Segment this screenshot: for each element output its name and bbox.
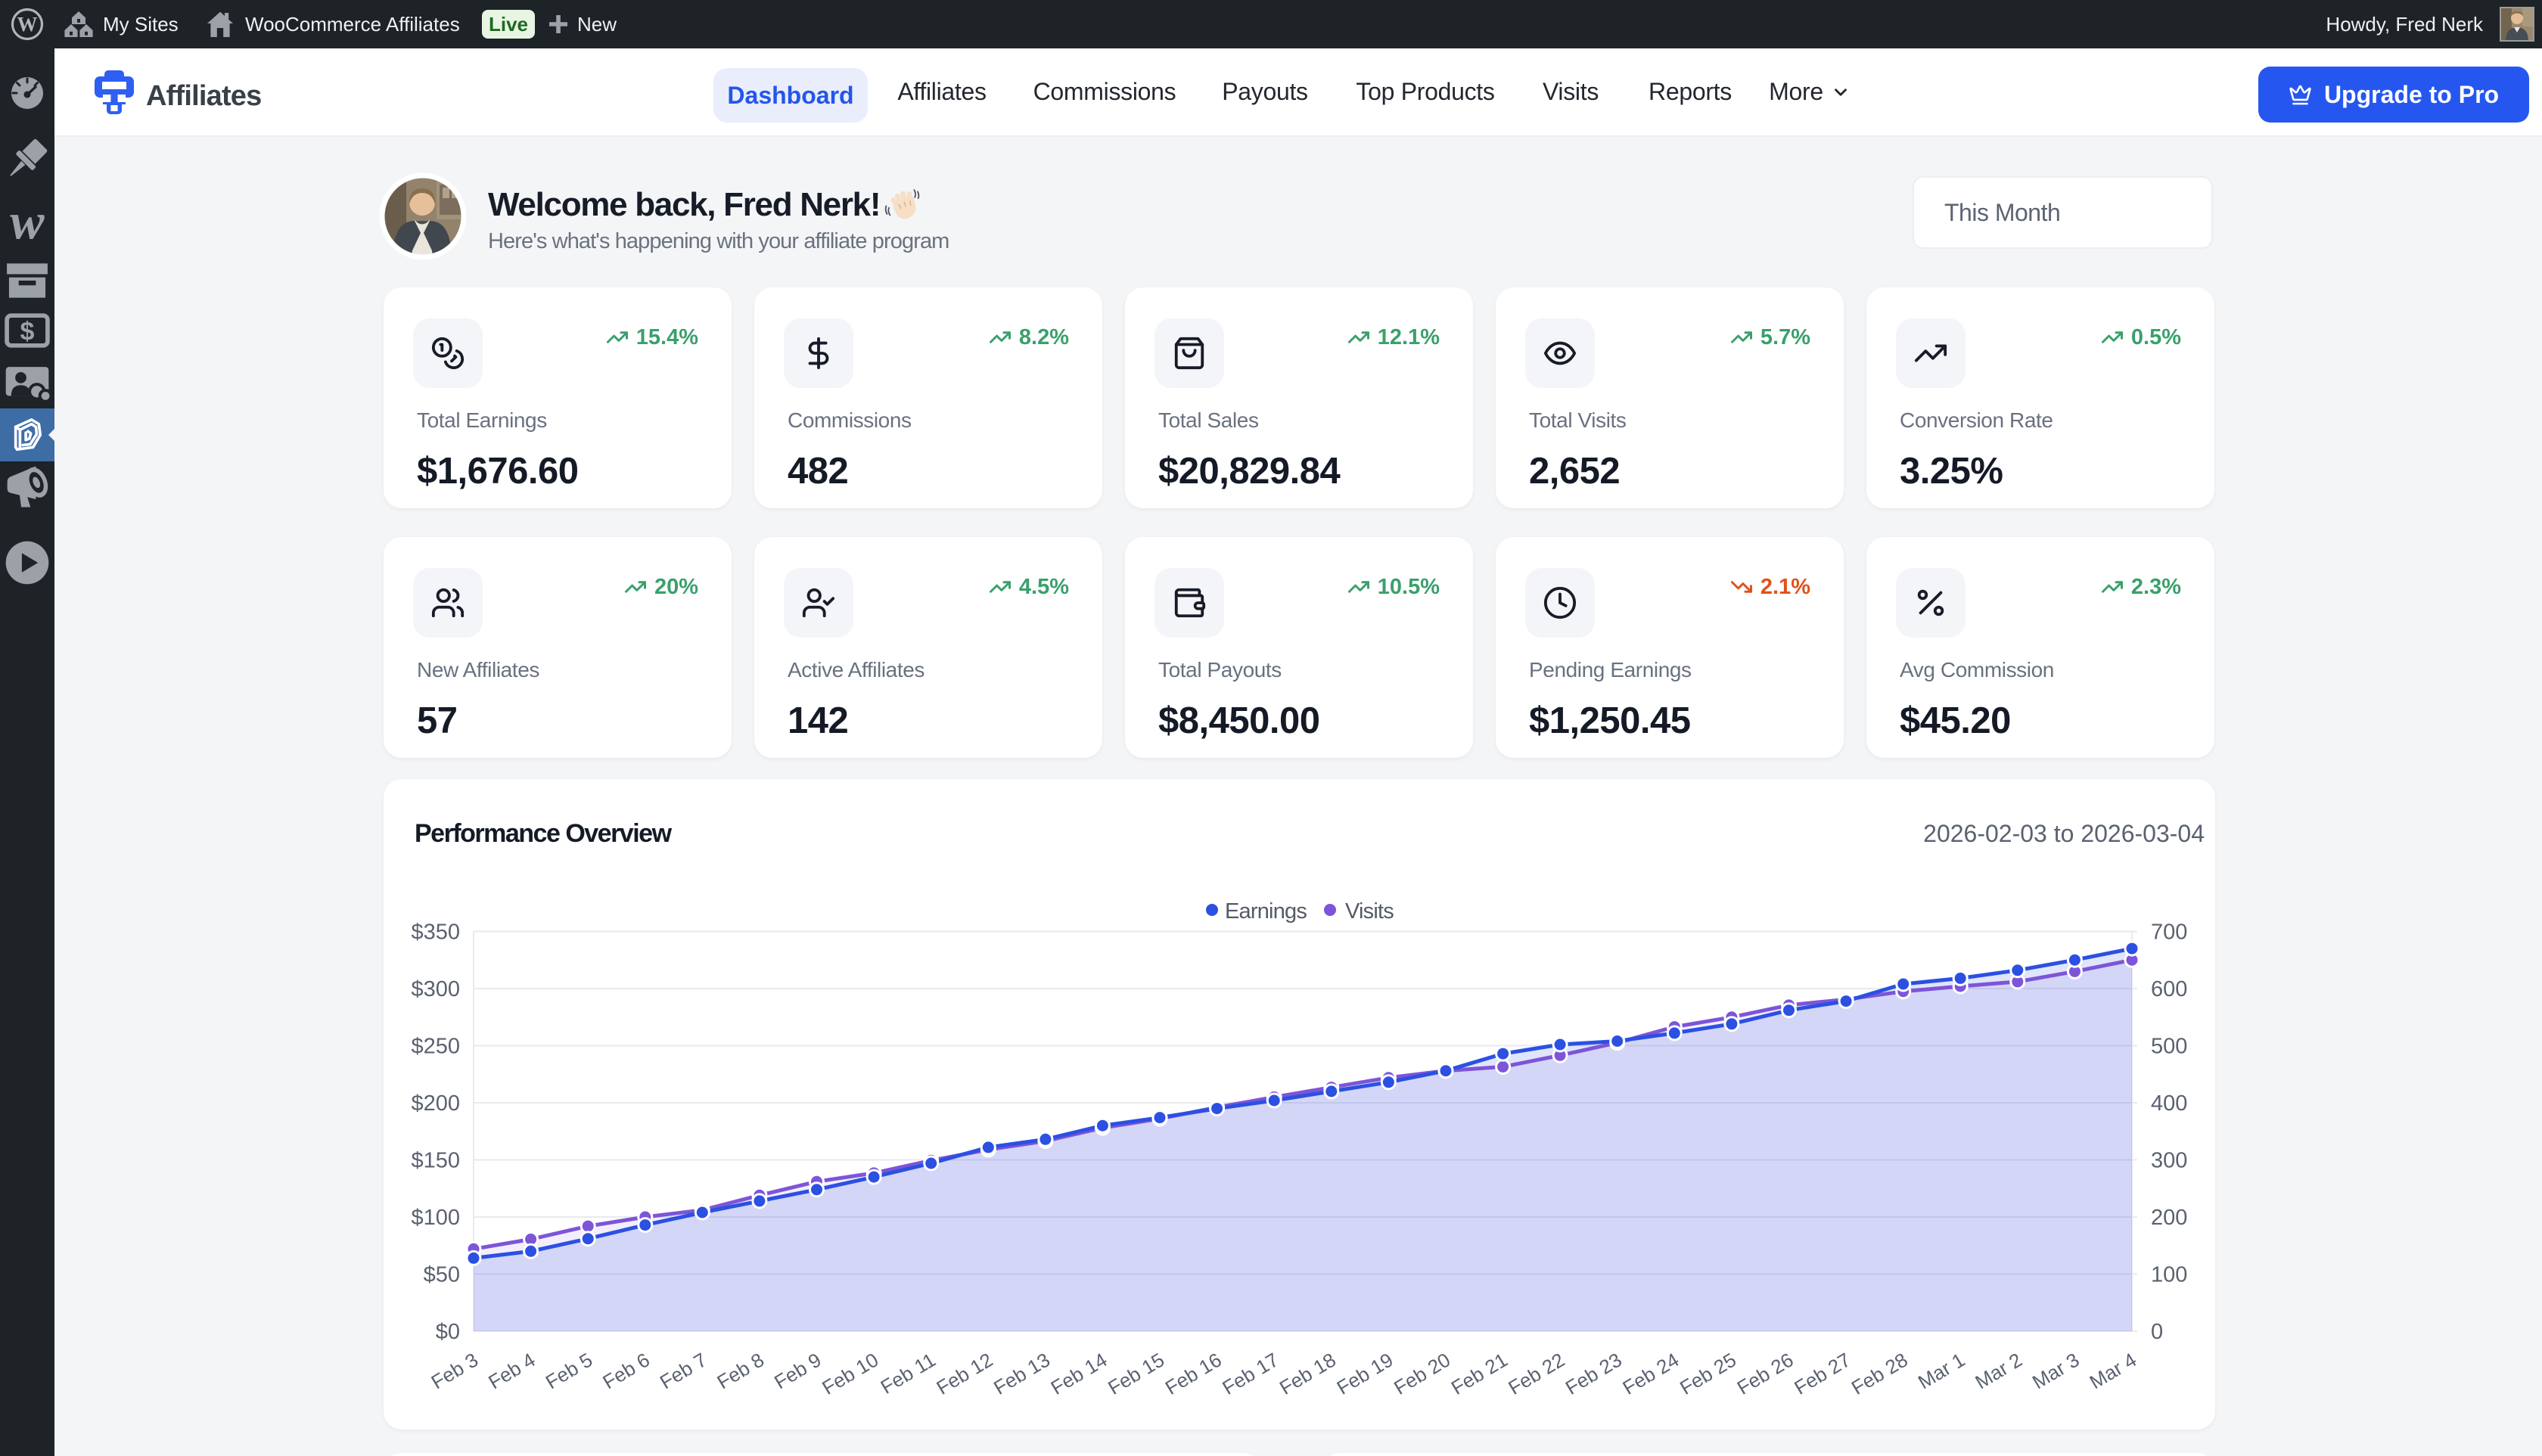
svg-text:Visits: Visits bbox=[1345, 899, 1394, 924]
svg-text:100: 100 bbox=[2151, 1263, 2187, 1287]
svg-text:Feb 24: Feb 24 bbox=[1619, 1348, 1683, 1399]
svg-text:$300: $300 bbox=[411, 977, 460, 1001]
svg-text:Feb 17: Feb 17 bbox=[1218, 1348, 1282, 1399]
svg-text:Feb 6: Feb 6 bbox=[598, 1348, 653, 1393]
svg-text:Feb 4: Feb 4 bbox=[484, 1348, 539, 1393]
svg-text:400: 400 bbox=[2151, 1091, 2187, 1116]
svg-text:Feb 12: Feb 12 bbox=[933, 1348, 997, 1399]
svg-text:$350: $350 bbox=[411, 920, 460, 945]
svg-text:Feb 25: Feb 25 bbox=[1676, 1348, 1740, 1399]
svg-text:Mar 1: Mar 1 bbox=[1914, 1348, 1969, 1393]
svg-text:W: W bbox=[17, 13, 38, 36]
svg-text:Feb 14: Feb 14 bbox=[1047, 1348, 1111, 1399]
svg-text:Feb 26: Feb 26 bbox=[1733, 1348, 1798, 1399]
svg-text:300: 300 bbox=[2151, 1149, 2187, 1173]
svg-text:Feb 7: Feb 7 bbox=[656, 1348, 710, 1393]
svg-text:Feb 11: Feb 11 bbox=[877, 1348, 940, 1398]
svg-text:Feb 19: Feb 19 bbox=[1333, 1348, 1397, 1399]
svg-text:$50: $50 bbox=[424, 1263, 460, 1287]
svg-text:Feb 5: Feb 5 bbox=[542, 1348, 596, 1393]
svg-text:Feb 15: Feb 15 bbox=[1104, 1348, 1168, 1399]
svg-text:$250: $250 bbox=[411, 1035, 460, 1059]
svg-text:0: 0 bbox=[2151, 1320, 2163, 1344]
svg-text:$: $ bbox=[20, 317, 35, 346]
svg-text:Mar 3: Mar 3 bbox=[2028, 1348, 2083, 1393]
svg-text:Feb 21: Feb 21 bbox=[1447, 1348, 1512, 1399]
svg-text:$150: $150 bbox=[411, 1149, 460, 1173]
svg-text:Earnings: Earnings bbox=[1225, 899, 1307, 924]
svg-text:Feb 9: Feb 9 bbox=[770, 1348, 825, 1393]
svg-text:Feb 27: Feb 27 bbox=[1790, 1348, 1854, 1399]
svg-text:Feb 3: Feb 3 bbox=[427, 1348, 482, 1393]
svg-text:Feb 10: Feb 10 bbox=[818, 1348, 882, 1399]
svg-text:Feb 28: Feb 28 bbox=[1847, 1348, 1912, 1399]
svg-text:Mar 2: Mar 2 bbox=[1971, 1348, 2025, 1393]
svg-text:$200: $200 bbox=[411, 1091, 460, 1116]
svg-text:Feb 8: Feb 8 bbox=[713, 1348, 768, 1393]
svg-text:Feb 22: Feb 22 bbox=[1504, 1348, 1568, 1399]
svg-text:Feb 13: Feb 13 bbox=[990, 1348, 1054, 1399]
svg-text:500: 500 bbox=[2151, 1035, 2187, 1059]
svg-text:200: 200 bbox=[2151, 1206, 2187, 1230]
svg-text:$100: $100 bbox=[411, 1206, 460, 1230]
svg-text:w: w bbox=[10, 199, 45, 250]
svg-text:Feb 20: Feb 20 bbox=[1390, 1348, 1454, 1399]
svg-text:600: 600 bbox=[2151, 977, 2187, 1001]
svg-text:$0: $0 bbox=[436, 1320, 460, 1344]
svg-text:Feb 16: Feb 16 bbox=[1161, 1348, 1226, 1399]
svg-text:Feb 23: Feb 23 bbox=[1562, 1348, 1626, 1399]
svg-text:700: 700 bbox=[2151, 920, 2187, 945]
svg-text:Feb 18: Feb 18 bbox=[1276, 1348, 1340, 1399]
svg-text:Mar 4: Mar 4 bbox=[2086, 1348, 2140, 1393]
